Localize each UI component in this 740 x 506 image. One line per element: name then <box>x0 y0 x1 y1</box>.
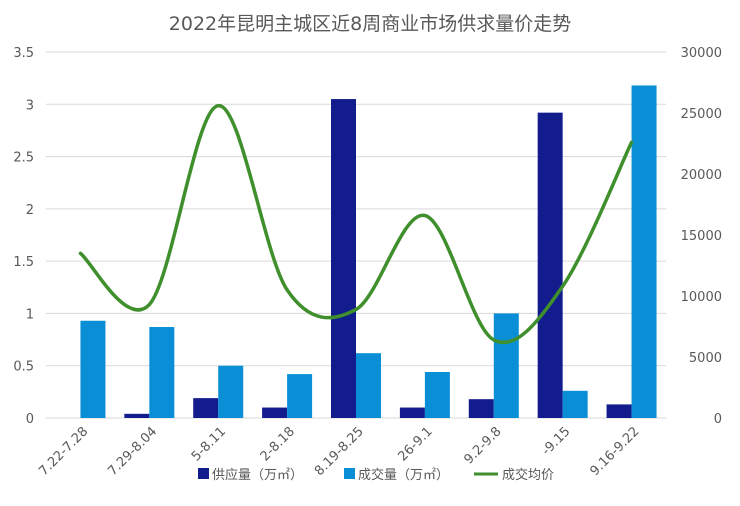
y-right-tick-label: 30000 <box>681 46 722 61</box>
legend-label: 成交量（万㎡） <box>358 467 449 483</box>
line-group <box>78 103 634 344</box>
bar-transaction <box>218 365 244 418</box>
bar-transaction <box>356 353 381 418</box>
x-tick-label: 7.29-8.04 <box>105 424 160 479</box>
chart-title: 2022年昆明主城区近8周商业市场供求量价走势 <box>169 13 571 35</box>
bar-transaction <box>80 320 106 418</box>
bar-supply <box>193 398 219 418</box>
x-tick-label: 9.16-9.22 <box>588 424 643 479</box>
y-left-tick-label: 2.5 <box>13 151 34 166</box>
y-right-tick-label: 25000 <box>681 107 722 122</box>
legend-swatch-transaction <box>344 468 355 479</box>
x-tick-label: 2-8.18 <box>258 424 298 464</box>
bar-supply <box>262 407 288 418</box>
y-left-tick-label: 3.5 <box>13 46 34 61</box>
y-left-tick-label: 2 <box>26 203 34 218</box>
y-left-tick-label: 1.5 <box>13 255 34 270</box>
bar-supply <box>468 399 494 418</box>
y-right-tick-label: 0 <box>714 412 722 427</box>
bar-supply <box>124 413 150 418</box>
y-right-tick-label: 15000 <box>681 229 722 244</box>
x-tick-label: 7.22-7.28 <box>36 424 91 479</box>
x-tick-label: 26-9.1 <box>395 424 435 464</box>
bar-supply <box>606 404 632 418</box>
legend-label: 成交均价 <box>502 467 554 483</box>
legend-swatch-supply <box>198 468 209 479</box>
y-left-tick-label: 0.5 <box>13 360 34 375</box>
legend: 供应量（万㎡） 成交量（万㎡） 成交均价 <box>198 467 554 483</box>
x-tick-label: 5-8.11 <box>189 424 229 464</box>
y-right-tick-label: 10000 <box>681 290 722 305</box>
bar-supply <box>537 112 563 418</box>
bar-transaction <box>562 390 588 418</box>
bar-supply <box>331 99 356 419</box>
bar-supply <box>399 407 425 418</box>
y-left-tick-label: 3 <box>26 98 34 113</box>
price-line <box>78 103 634 344</box>
y-right-tick-label: 20000 <box>681 168 722 183</box>
y-right-tick-label: 5000 <box>689 351 722 366</box>
y-left-tick-label: 1 <box>26 307 34 322</box>
bar-transaction <box>493 313 519 418</box>
x-tick-label: -9.15 <box>539 424 573 458</box>
bar-transaction <box>424 371 450 418</box>
y-left-tick-label: 0 <box>26 412 34 427</box>
bar-transaction <box>149 327 175 418</box>
bar-transaction <box>287 374 313 418</box>
bar-transaction <box>631 85 657 418</box>
legend-label: 供应量（万㎡） <box>212 467 303 483</box>
bars-group <box>80 85 657 419</box>
x-tick-label: 9.2-9.8 <box>461 424 504 467</box>
